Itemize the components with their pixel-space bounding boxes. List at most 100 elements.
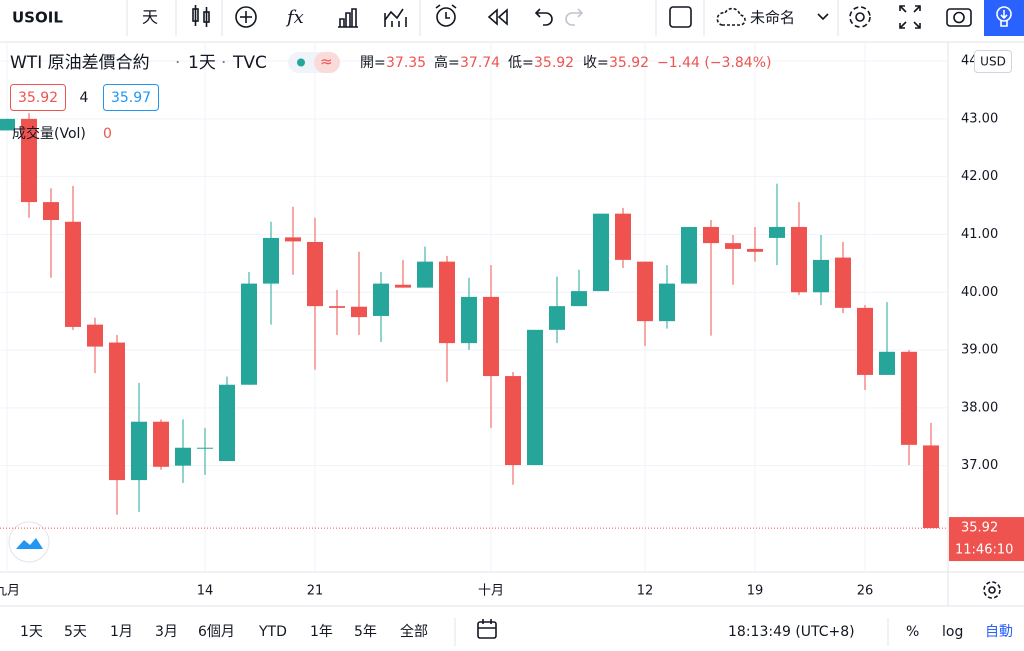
candle-type-icon[interactable] — [192, 5, 210, 27]
symbol[interactable]: USOIL — [12, 9, 63, 27]
currency: USD — [980, 55, 1006, 69]
candle-body — [351, 306, 367, 318]
market-open-dot — [297, 58, 305, 67]
last-price: 35.92 11:46:10 — [0, 517, 1024, 562]
sell-button[interactable] — [10, 84, 66, 111]
candle-body — [219, 384, 235, 462]
chart-header: WTI 原油差價合約 · 1天 · TVC ≈ 開= 37.35 高= 37.7… — [10, 52, 771, 142]
volume-label: 成交量(Vol) — [12, 125, 86, 142]
ohlc-value: 37.35 — [386, 55, 426, 71]
log-toggle[interactable]: log — [942, 624, 963, 640]
ohlc-value: 35.92 — [609, 55, 649, 71]
separator: · — [175, 53, 180, 73]
x-tick-label: 21 — [307, 584, 324, 599]
ohlc-label: 低= — [508, 55, 534, 71]
candle-body — [439, 261, 455, 344]
candles — [0, 113, 939, 529]
range-button[interactable]: 6個月 — [198, 624, 235, 640]
range-button[interactable]: 全部 — [400, 623, 428, 640]
candle-body — [571, 291, 587, 307]
last-price-label: 35.92 — [961, 521, 998, 536]
y-tick-label: 38.00 — [961, 400, 998, 415]
x-tick-label: 十月 — [478, 584, 504, 599]
compare-icon[interactable] — [235, 6, 257, 28]
candle-body — [813, 259, 829, 293]
y-tick-label: 40.00 — [961, 285, 998, 300]
candle-body — [131, 421, 147, 481]
symbol-name: WTI 原油差價合約 — [10, 53, 150, 73]
logo — [8, 521, 50, 563]
time-axis: 九月 14 21 十月 12 19 26 — [0, 584, 873, 599]
range-button[interactable]: 1月 — [110, 624, 133, 640]
spread: 4 — [80, 90, 89, 106]
y-tick-label: 43.00 — [961, 111, 998, 126]
candle-body — [373, 283, 389, 316]
change: −1.44 (−3.84%) — [657, 55, 771, 71]
source: TVC — [232, 53, 267, 73]
ohlc-label: 開= — [360, 55, 386, 71]
y-tick-label: 42.00 — [961, 169, 998, 184]
candle-body — [0, 118, 15, 131]
layout-dropdown[interactable] — [817, 13, 829, 21]
candle-body — [681, 226, 697, 284]
range-button[interactable]: 1天 — [20, 624, 43, 640]
interval-button[interactable]: 天 — [142, 8, 158, 27]
y-tick-label: 39.00 — [961, 343, 998, 358]
candle-body — [175, 447, 191, 466]
ohlc-value: 37.74 — [460, 55, 500, 71]
cloud-icon[interactable] — [716, 7, 746, 26]
x-tick-label: 14 — [197, 584, 214, 599]
candle-body — [659, 283, 675, 322]
top-toolbar: USOIL 天 fx 未命名 — [0, 0, 1024, 43]
range-button[interactable]: 1年 — [310, 624, 333, 640]
auto-toggle[interactable]: 自動 — [985, 624, 1013, 640]
range-button[interactable]: YTD — [258, 624, 287, 640]
ohlc-label: 收= — [583, 55, 609, 71]
ask-price: 35.97 — [111, 90, 151, 106]
currency-badge[interactable] — [974, 50, 1012, 73]
volume-value: 0 — [103, 126, 112, 142]
range-button[interactable]: 5年 — [354, 624, 377, 640]
replay-icon[interactable] — [384, 8, 407, 27]
bottom-bar: 1天 5天 1月 3月 6個月 YTD 1年 5年 全部 18:13:49 (U… — [20, 618, 1013, 646]
candle-body — [769, 226, 785, 238]
separator: · — [221, 53, 226, 73]
delayed-badge[interactable] — [314, 52, 340, 73]
undo-icon[interactable] — [534, 8, 553, 26]
replay-back-icon[interactable] — [487, 8, 508, 26]
ohlc-value: 35.92 — [534, 55, 574, 71]
templates-icon[interactable] — [338, 8, 358, 28]
x-tick-label: 12 — [637, 584, 654, 599]
candle-body — [21, 118, 37, 203]
layout-name[interactable]: 未命名 — [750, 9, 795, 27]
bid-price: 35.92 — [18, 90, 58, 106]
indicators-icon[interactable]: fx — [285, 7, 304, 28]
ideas-icon — [996, 6, 1012, 27]
candle-body — [505, 376, 521, 466]
candle-body — [461, 296, 477, 344]
range-button[interactable]: 3月 — [155, 624, 178, 640]
redo-icon[interactable] — [565, 8, 584, 26]
interval: 1天 — [188, 53, 216, 73]
percent-toggle[interactable]: % — [906, 624, 919, 640]
candle-body — [747, 248, 763, 252]
settings-icon[interactable] — [849, 6, 871, 28]
candle-body — [65, 221, 81, 327]
range-button[interactable]: 5天 — [64, 624, 87, 640]
fullscreen-icon[interactable] — [899, 5, 921, 29]
goto-date-icon[interactable] — [477, 619, 497, 639]
clock: 18:13:49 (UTC+8) — [728, 624, 855, 640]
candle-body — [703, 226, 719, 244]
buy-button[interactable] — [103, 84, 159, 111]
snapshot-icon[interactable] — [946, 8, 972, 27]
candle-body — [593, 213, 609, 292]
fullscreen-layout-icon[interactable] — [669, 6, 692, 28]
candle-body — [263, 237, 279, 284]
candle-body — [329, 306, 345, 308]
alert-icon[interactable] — [435, 4, 457, 27]
candle-body — [879, 351, 895, 375]
countdown: 11:46:10 — [955, 543, 1013, 558]
axis-settings-icon[interactable] — [983, 581, 1001, 599]
